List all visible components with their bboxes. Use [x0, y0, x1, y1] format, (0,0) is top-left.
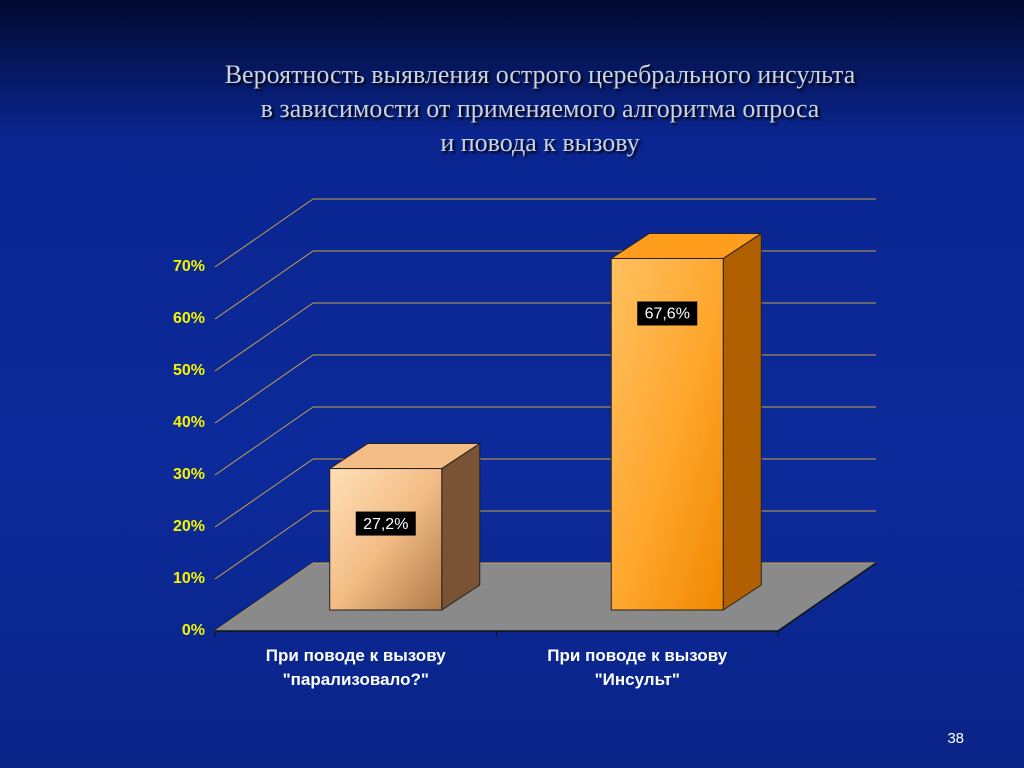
y-tick-label: 30% [173, 466, 205, 483]
grid-line [214, 510, 314, 580]
bar-side [441, 442, 481, 611]
chart-title: Вероятность выявления острого церебральн… [224, 60, 856, 157]
y-tick-label: 70% [173, 258, 205, 275]
grid-line [214, 354, 314, 424]
y-tick-label: 50% [173, 362, 205, 379]
grid-line [214, 250, 314, 320]
grid-line [214, 302, 314, 372]
grid-line [214, 458, 314, 528]
x-tick-label: При поводе к вызову "парализовало?" [265, 646, 446, 689]
y-tick-label: 10% [173, 570, 205, 587]
bar [328, 442, 482, 611]
x-axis-depth [777, 562, 877, 632]
x-tick-label: При поводе к вызову "Инсульт" [547, 646, 728, 689]
value-label-box [355, 511, 416, 536]
floor [213, 562, 878, 632]
value-label: 67,6% [645, 306, 690, 323]
page-number: 38 [947, 730, 964, 747]
bar [609, 232, 763, 611]
bar-side [722, 232, 762, 611]
y-tick-label: 60% [173, 310, 205, 327]
grid-line [214, 562, 314, 632]
grid-line [214, 406, 314, 476]
bar-front [329, 468, 443, 611]
value-label-box [637, 301, 698, 326]
y-tick-label: 40% [173, 414, 205, 431]
grid-line [214, 198, 314, 268]
y-tick-label: 0% [182, 622, 205, 639]
value-label: 27,2% [363, 516, 408, 533]
y-tick-label: 20% [173, 518, 205, 535]
